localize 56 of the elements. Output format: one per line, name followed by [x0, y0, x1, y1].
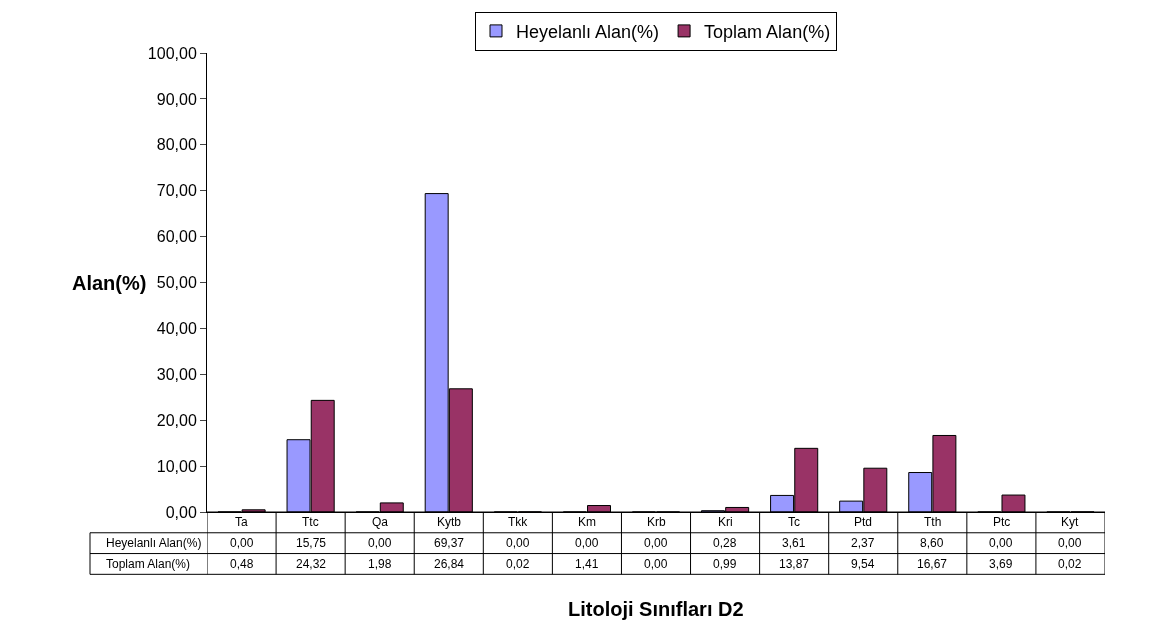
- data-label: 0,00: [575, 536, 599, 550]
- y-tick-label: 90,00: [156, 90, 197, 108]
- y-tick-label: 30,00: [156, 365, 197, 383]
- data-label: 0,00: [644, 557, 668, 571]
- data-label: 0,00: [989, 536, 1013, 550]
- data-label: 8,60: [920, 536, 944, 550]
- x-tick-label: Krb: [647, 515, 666, 529]
- x-tick-label: Ta: [235, 515, 248, 529]
- data-label: 26,84: [434, 557, 465, 571]
- y-tick-label: 70,00: [156, 182, 197, 200]
- y-tick-label: 50,00: [156, 274, 197, 292]
- x-tick-label: Kyt: [1061, 515, 1079, 529]
- data-label: 3,61: [782, 536, 806, 550]
- legend-label: Toplam Alan(%): [704, 21, 831, 42]
- data-label: 0,00: [368, 536, 392, 550]
- x-tick-label: Kri: [718, 515, 733, 529]
- y-tick-label: 100,00: [147, 44, 197, 62]
- legend-label: Heyelanlı Alan(%): [516, 21, 660, 42]
- data-label: 24,32: [296, 557, 327, 571]
- y-tick-label: 60,00: [156, 228, 197, 246]
- data-label: 0,00: [230, 536, 254, 550]
- x-axis-title: Litoloji Sınıfları D2: [568, 598, 744, 620]
- data-label: 2,37: [851, 536, 875, 550]
- data-label: 3,69: [989, 557, 1013, 571]
- y-tick-label: 80,00: [156, 136, 197, 154]
- data-label: 9,54: [851, 557, 875, 571]
- text: Heyelanlı Alan(%): [106, 536, 202, 550]
- x-tick-label: Tkk: [508, 515, 529, 529]
- data-label: 0,00: [506, 536, 530, 550]
- data-label: 0,00: [644, 536, 668, 550]
- x-tick-label: Kytb: [437, 515, 462, 529]
- x-tick-label: Ptd: [854, 515, 873, 529]
- data-label: 1,41: [575, 557, 599, 571]
- y-tick-label: 0,00: [165, 503, 197, 521]
- data-label: 69,37: [434, 536, 465, 550]
- x-tick-label: Tth: [924, 515, 942, 529]
- x-tick-label: Ptc: [993, 515, 1011, 529]
- x-tick-label: Ttc: [302, 515, 319, 529]
- y-tick-label: 20,00: [156, 411, 197, 429]
- data-label: 13,87: [779, 557, 810, 571]
- data-label: 0,48: [230, 557, 254, 571]
- data-label: 1,98: [368, 557, 392, 571]
- y-tick-label: 40,00: [156, 320, 197, 337]
- y-tick-label: 10,00: [156, 457, 197, 475]
- x-tick-label: Km: [578, 515, 596, 529]
- x-tick-label: Tc: [788, 515, 800, 529]
- data-label: 15,75: [296, 536, 327, 550]
- data-label: 0,00: [1058, 536, 1082, 550]
- data-label: 0,99: [713, 557, 737, 571]
- data-label: 16,67: [917, 557, 948, 571]
- x-tick-label: Qa: [372, 515, 389, 529]
- data-label: 0,02: [1058, 557, 1082, 571]
- data-label: 0,28: [713, 536, 737, 550]
- y-axis-title: Alan(%): [72, 272, 147, 294]
- text: Toplam Alan(%): [106, 557, 191, 571]
- data-label: 0,02: [506, 557, 530, 571]
